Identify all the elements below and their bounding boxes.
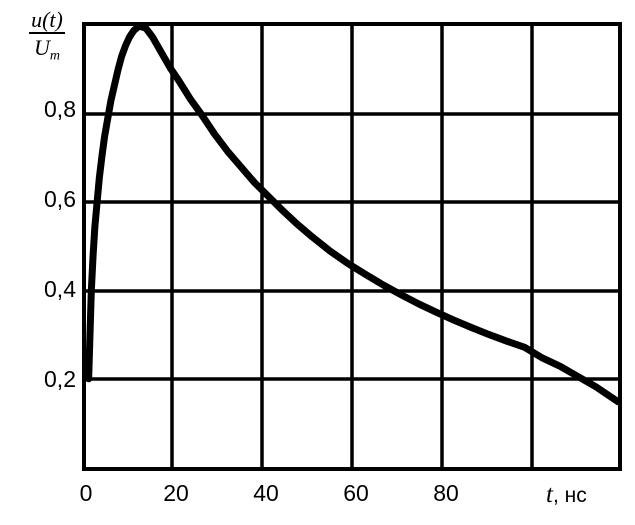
y-tick-label-0-2: 0,2 — [44, 366, 76, 392]
y-axis-title-numerator: u(t) — [29, 8, 65, 35]
x-axis-title-variable: t — [546, 481, 553, 508]
y-axis-title-denominator-subscript: m — [49, 48, 60, 64]
y-axis-tick-labels: 0,8 0,6 0,4 0,2 — [24, 0, 76, 525]
plot-svg — [86, 26, 618, 467]
plot-area — [82, 22, 622, 471]
y-axis-title-denominator-symbol: U — [33, 35, 50, 61]
x-tick-label-60: 60 — [343, 480, 369, 506]
x-tick-label-20: 20 — [163, 480, 189, 506]
x-tick-label-40: 40 — [253, 480, 279, 506]
x-axis-title-unit: , нс — [552, 484, 587, 507]
x-axis-title: t, нс — [546, 481, 587, 509]
y-axis-title: u(t) Um — [14, 8, 80, 64]
data-series-line — [86, 26, 618, 406]
x-tick-label-0: 0 — [79, 480, 93, 506]
y-tick-label-0-4: 0,4 — [44, 276, 76, 302]
y-tick-label-0-8: 0,8 — [44, 96, 76, 122]
x-axis-tick-labels: 0 20 40 60 80 — [0, 480, 635, 525]
x-tick-label-80: 80 — [433, 480, 459, 506]
gridlines — [86, 26, 618, 467]
y-tick-label-0-6: 0,6 — [44, 186, 76, 212]
y-axis-title-denominator: Um — [34, 34, 60, 64]
